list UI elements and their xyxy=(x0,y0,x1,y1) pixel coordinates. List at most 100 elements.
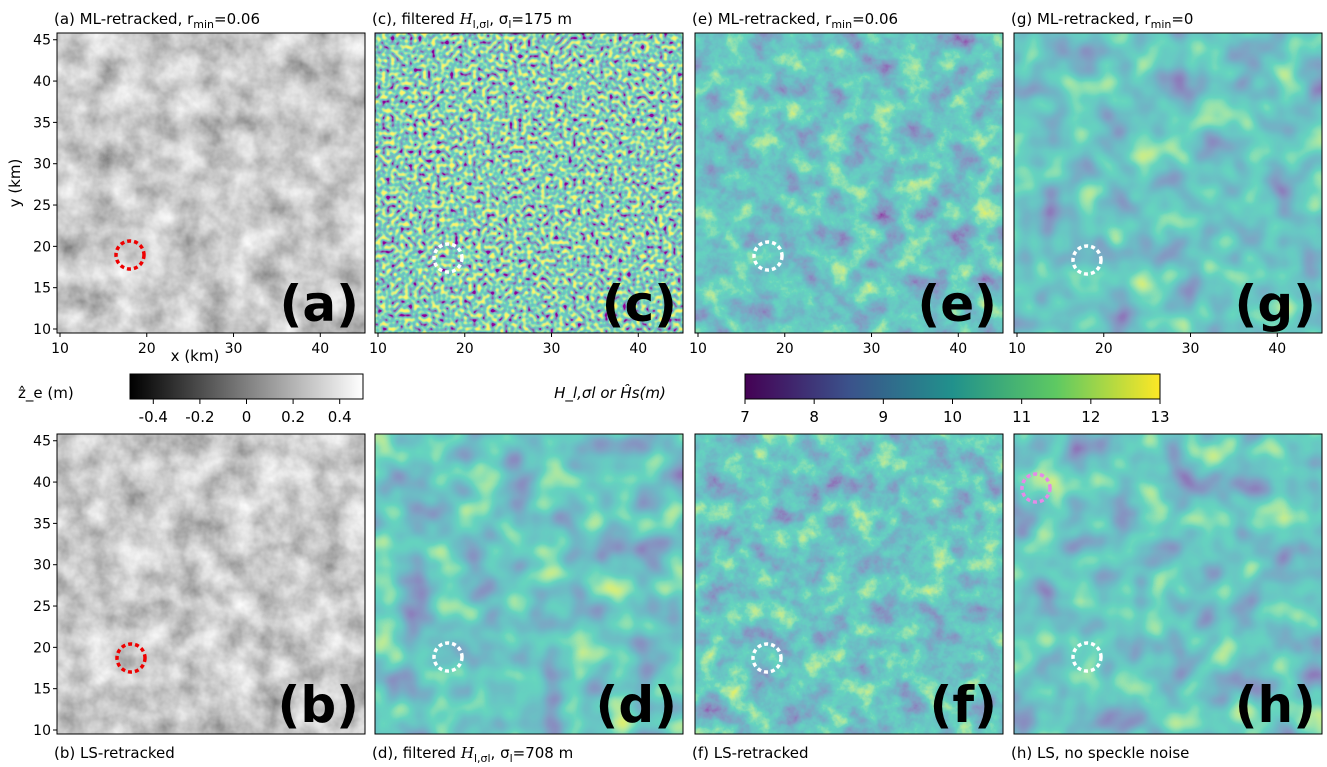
y-tick-label: 35 xyxy=(33,516,51,532)
x-tick-label: 40 xyxy=(1268,341,1286,357)
panel-title: (e) ML-retracked, rmin=0.06 xyxy=(692,10,898,31)
y-tick-label: 10 xyxy=(33,322,51,338)
title-part: =175 m xyxy=(511,10,572,28)
y-tick-label: 40 xyxy=(33,74,51,90)
image-map xyxy=(1014,434,1322,734)
title-part: (d), filtered xyxy=(372,744,461,762)
panel-title: (h) LS, no speckle noise xyxy=(1011,744,1189,762)
panel-label: (h) xyxy=(1235,676,1316,734)
frame xyxy=(694,32,1004,334)
image-map xyxy=(57,33,365,333)
colorbar xyxy=(129,373,364,400)
colorbar-tick-label: 0.4 xyxy=(328,408,352,426)
title-part: (e) ML-retracked, r xyxy=(692,10,832,28)
colorbar-tick-label: 0 xyxy=(242,408,252,426)
x-tick-label: 30 xyxy=(863,341,881,357)
colorbar xyxy=(744,373,1161,400)
colorbar-tick-label: 11 xyxy=(1012,408,1031,426)
title-part: =0 xyxy=(1171,10,1193,28)
y-tick-label: 40 xyxy=(33,475,51,491)
panel-title: (a) ML-retracked, rmin=0.06 xyxy=(54,10,260,31)
title-part: , σ xyxy=(491,744,511,762)
x-tick-label: 20 xyxy=(776,341,794,357)
x-tick-label: 10 xyxy=(1008,341,1026,357)
y-tick-label: 20 xyxy=(33,239,51,255)
marker-circle xyxy=(115,642,147,674)
colorbar-tick-label: 13 xyxy=(1150,408,1169,426)
x-tick-label: 30 xyxy=(1182,341,1200,357)
colorbar-tick-label: 12 xyxy=(1081,408,1100,426)
colorbar-tick-label: 10 xyxy=(943,408,962,426)
y-tick-label: 25 xyxy=(33,198,51,214)
title-part: (c), filtered xyxy=(372,10,460,28)
panel-label: (f) xyxy=(930,676,997,734)
y-tick-label: 45 xyxy=(33,434,51,450)
frame xyxy=(1013,433,1323,735)
title-part: (a) ML-retracked, r xyxy=(54,10,194,28)
marker-circle xyxy=(114,239,146,271)
frame xyxy=(694,433,1004,735)
title-part: , σ xyxy=(489,10,509,28)
frame xyxy=(56,32,366,334)
colorbar-tick-label: 0.2 xyxy=(281,408,305,426)
title-part: (h) LS, no speckle noise xyxy=(1011,744,1189,762)
panel-title: (f) LS-retracked xyxy=(692,744,809,762)
x-tick-label: 40 xyxy=(629,341,647,357)
colorbar-tick-label: -0.4 xyxy=(139,408,168,426)
image-map xyxy=(695,434,1003,734)
colorbar-tick-label: 8 xyxy=(809,408,819,426)
y-tick-label: 30 xyxy=(33,157,51,173)
y-tick-label: 30 xyxy=(33,558,51,574)
title-part: l,σl xyxy=(474,752,491,765)
x-tick-label: 30 xyxy=(543,341,561,357)
y-tick-label: 25 xyxy=(33,599,51,615)
x-tick-label: 40 xyxy=(311,341,329,357)
image-map xyxy=(375,33,683,333)
y-tick-label: 15 xyxy=(33,682,51,698)
colorbar-label: H_l,σl or Ĥs(m) xyxy=(554,383,666,403)
title-part: (b) LS-retracked xyxy=(54,744,175,762)
title-part: =0.06 xyxy=(214,10,260,28)
title-part: min xyxy=(831,18,852,31)
panel-label: (a) xyxy=(280,275,359,333)
marker-circle xyxy=(432,641,464,673)
marker-circle xyxy=(432,242,464,274)
panel-title: (d), filtered Hl,σl, σl=708 m xyxy=(372,744,573,765)
title-part: min xyxy=(1151,18,1172,31)
image-map xyxy=(1014,33,1322,333)
panel-label: (e) xyxy=(917,275,997,333)
panel-label: (d) xyxy=(596,676,678,734)
x-tick-label: 30 xyxy=(225,341,243,357)
y-tick-label: 20 xyxy=(33,640,51,656)
title-part: l xyxy=(510,752,513,765)
title-part: l xyxy=(508,18,511,31)
marker-circle xyxy=(1071,244,1103,276)
marker-circle xyxy=(751,642,783,674)
x-tick-label: 20 xyxy=(456,341,474,357)
x-axis-label: x (km) xyxy=(171,347,220,365)
x-tick-label: 20 xyxy=(1095,341,1113,357)
y-tick-label: 35 xyxy=(33,115,51,131)
frame xyxy=(1013,32,1323,334)
y-tick-label: 45 xyxy=(33,33,51,49)
panel-label: (b) xyxy=(278,676,360,734)
panel-title: (b) LS-retracked xyxy=(54,744,175,762)
title-part: H xyxy=(459,10,474,28)
frame xyxy=(56,433,366,735)
panel-title: (g) ML-retracked, rmin=0 xyxy=(1011,10,1193,31)
image-map xyxy=(57,434,365,734)
title-part: =708 m xyxy=(513,744,574,762)
x-tick-label: 20 xyxy=(138,341,156,357)
y-axis-label: y (km) xyxy=(6,159,24,208)
panel-label: (g) xyxy=(1235,275,1317,333)
y-tick-label: 10 xyxy=(33,723,51,739)
title-part: (g) ML-retracked, r xyxy=(1011,10,1151,28)
image-map xyxy=(695,33,1003,333)
colorbar-tick-label: 9 xyxy=(879,408,889,426)
colorbar-label: ẑ_e (m) xyxy=(18,384,74,403)
x-tick-label: 10 xyxy=(51,341,69,357)
title-part: min xyxy=(193,18,214,31)
image-map xyxy=(375,434,683,734)
colorbar-tick-label: -0.2 xyxy=(185,408,214,426)
